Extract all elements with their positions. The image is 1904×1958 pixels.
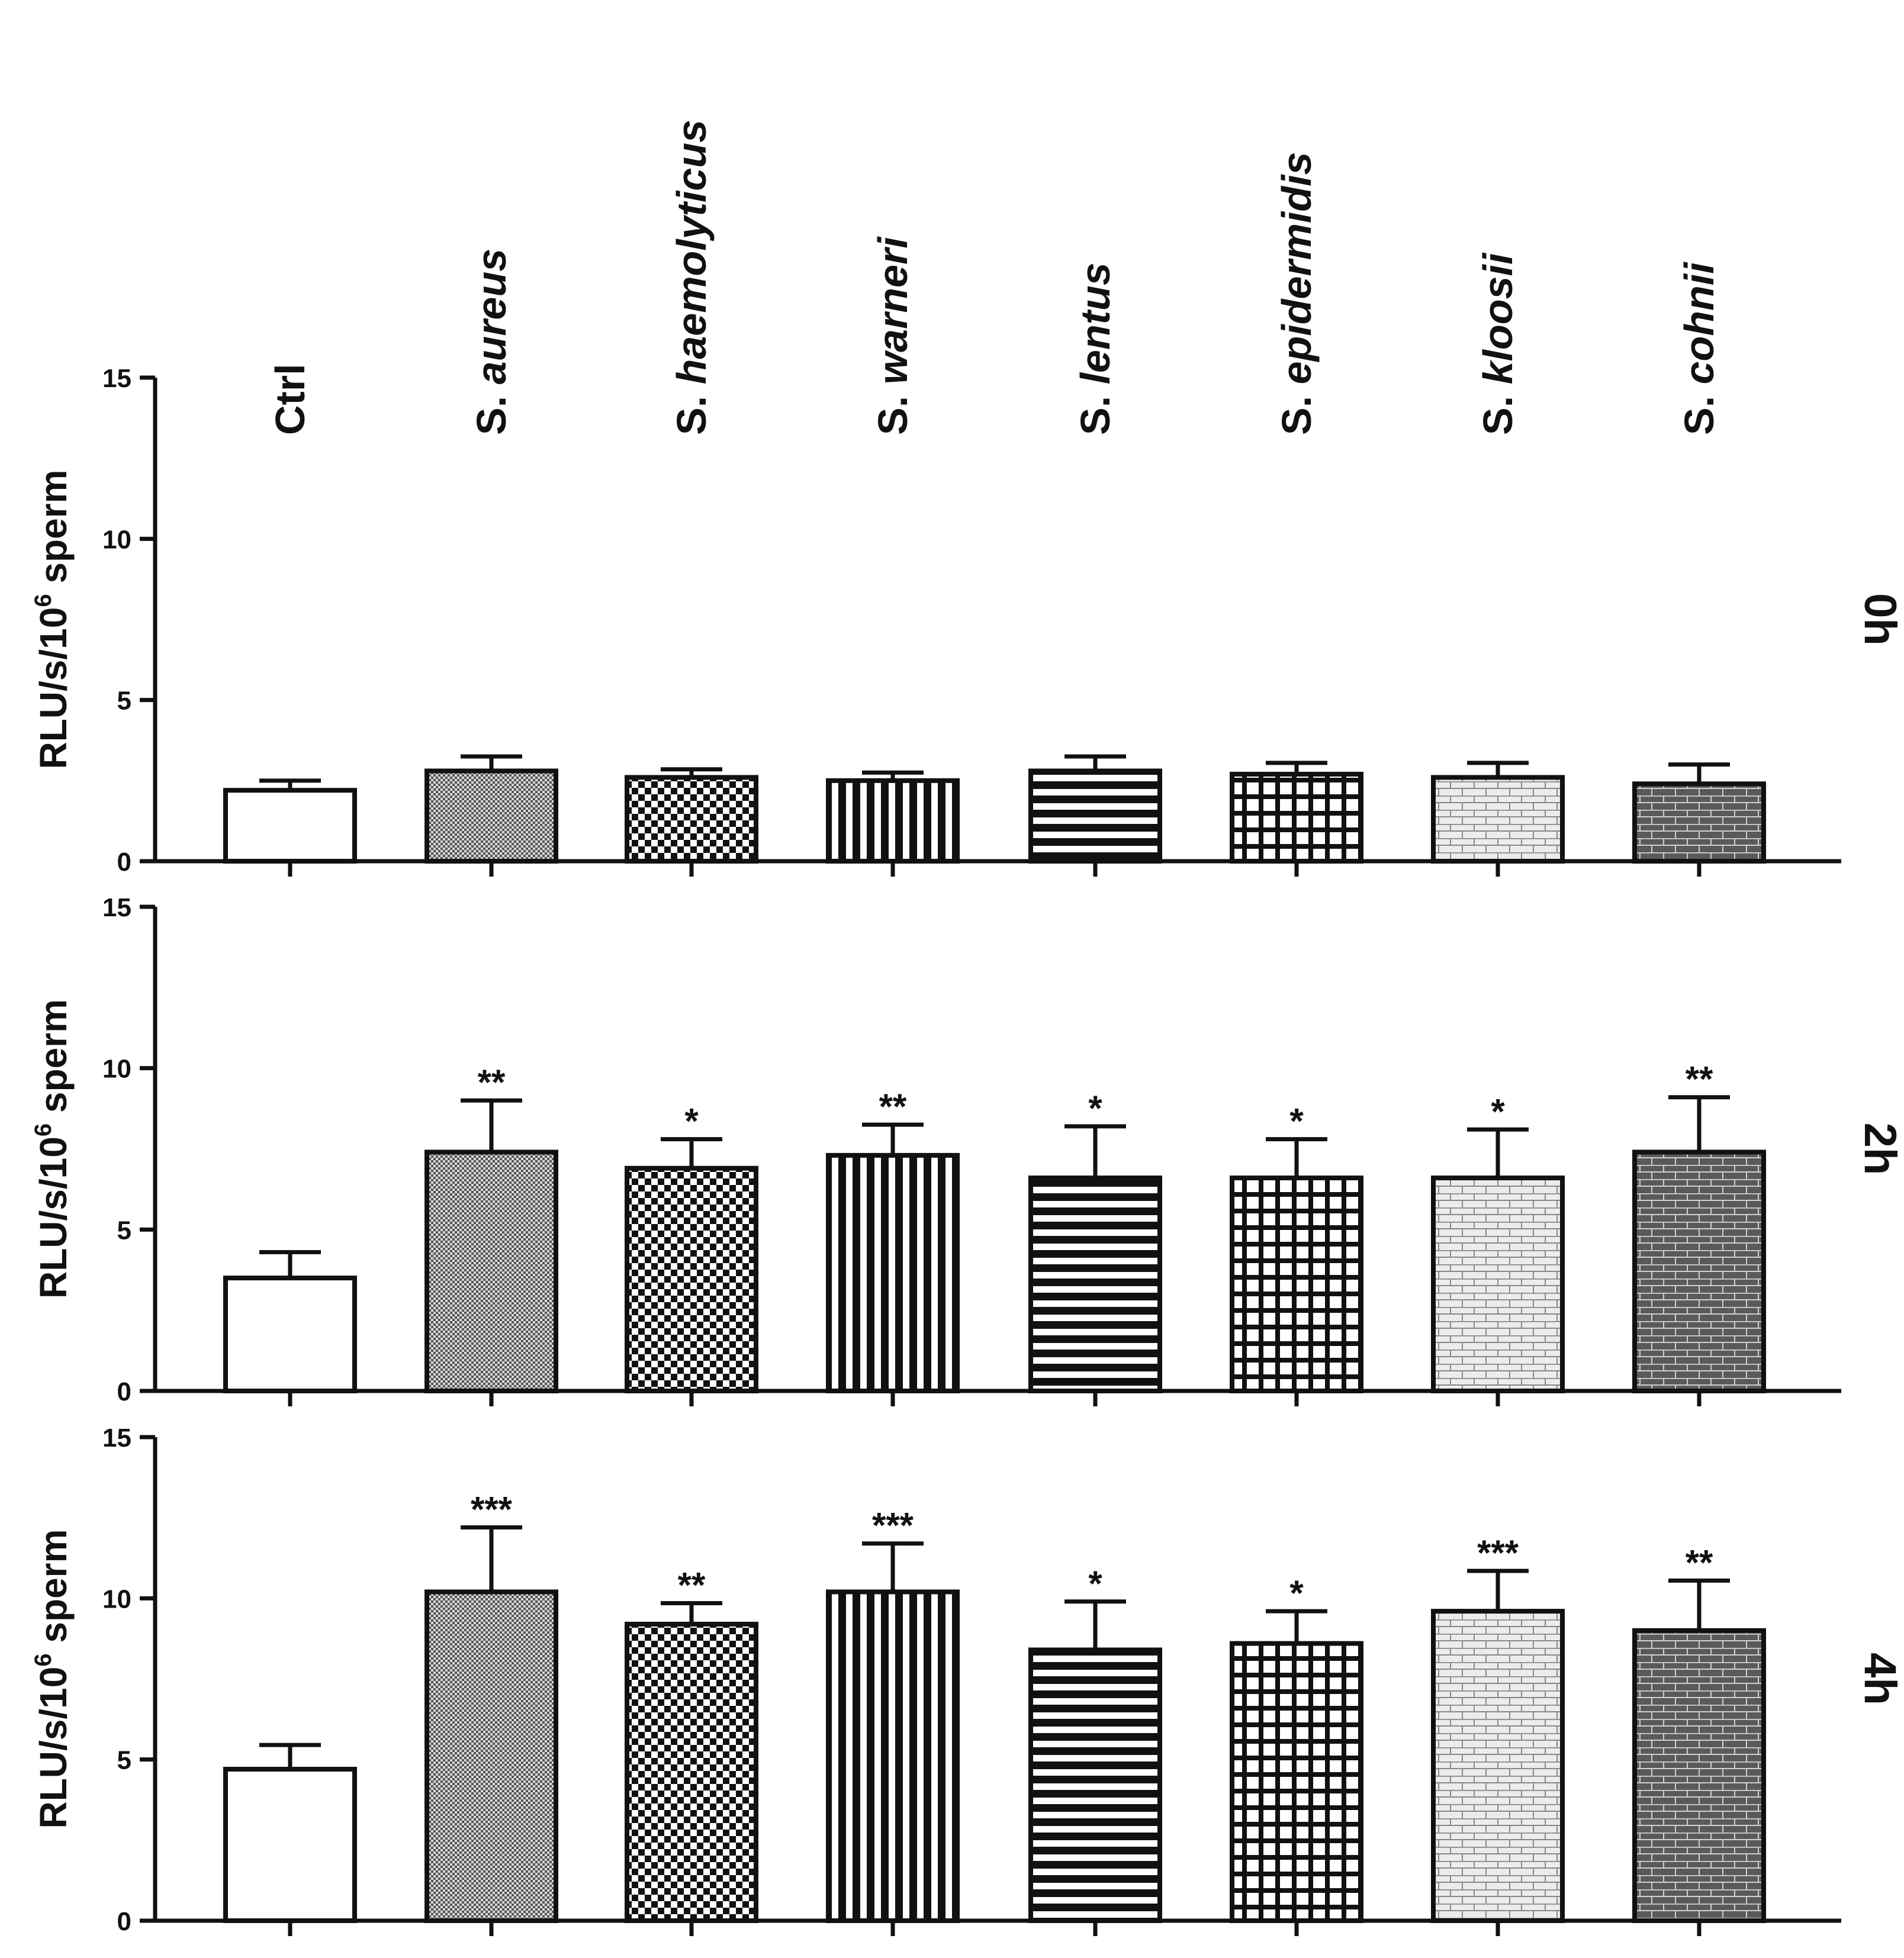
y-tick-label: 0 — [117, 848, 131, 877]
significance-label: * — [1088, 1089, 1102, 1128]
y-tick-label: 10 — [102, 1585, 131, 1614]
bar — [424, 1589, 558, 1923]
category-label: S. warneri — [870, 236, 916, 435]
category-label: S. haemolyticus — [668, 120, 715, 435]
y-tick-label: 15 — [102, 1424, 131, 1453]
significance-label: ** — [478, 1062, 506, 1102]
category-labels: Ctrl S. aureus S. haemolyticus S. warneri S.… — [267, 120, 1722, 435]
y-tick-label: 5 — [117, 1746, 131, 1775]
bar — [1431, 1609, 1565, 1924]
y-tick-label: 10 — [102, 525, 131, 554]
significance-label: *** — [471, 1490, 513, 1529]
bar — [1230, 1641, 1363, 1923]
bar — [223, 1276, 357, 1393]
bar — [1431, 775, 1565, 864]
y-tick-label: 5 — [117, 1216, 131, 1245]
significance-label: ** — [1686, 1059, 1713, 1099]
y-axis-label: RLU/s/106 sperm — [30, 999, 75, 1299]
significance-label: * — [1088, 1564, 1102, 1603]
panel-0h: 0 5 10 15 RLU/s/106 sperm 0h — [30, 364, 1904, 877]
category-label: S. cohnii — [1676, 262, 1722, 435]
y-tick-label: 0 — [117, 1377, 131, 1406]
bar — [223, 1767, 357, 1923]
bar — [826, 778, 960, 864]
bar — [1230, 771, 1363, 864]
bar — [223, 788, 357, 864]
significance-label: * — [1289, 1102, 1304, 1141]
bar — [1632, 781, 1766, 864]
significance-label: *** — [872, 1506, 914, 1545]
panel-label: 2h — [1855, 1123, 1904, 1176]
chart-panels: 0 5 10 15 RLU/s/106 sperm 0h 0 5 10 15 RLU/s/106 s… — [30, 364, 1904, 1936]
bar — [625, 1621, 758, 1924]
bar — [424, 1149, 558, 1394]
significance-label: ** — [879, 1087, 907, 1126]
y-tick-label: 0 — [117, 1907, 131, 1936]
y-tick-label: 10 — [102, 1055, 131, 1084]
bar — [1632, 1149, 1766, 1394]
bar — [826, 1589, 960, 1923]
panel-label: 0h — [1855, 593, 1904, 646]
significance-label: * — [1491, 1091, 1505, 1131]
bar — [1632, 1628, 1766, 1924]
bar — [1028, 768, 1162, 864]
y-tick-label: 15 — [102, 364, 131, 393]
significance-label: ** — [678, 1566, 706, 1605]
y-axis-label: RLU/s/106 sperm — [30, 1529, 75, 1829]
category-label: S. aureus — [468, 249, 514, 435]
significance-label: ** — [1686, 1542, 1713, 1582]
significance-label: *** — [1477, 1533, 1519, 1573]
y-tick-label: 15 — [102, 893, 131, 922]
bar — [424, 768, 558, 864]
bar — [826, 1152, 960, 1393]
bar — [625, 1165, 758, 1393]
category-label: S. epidermidis — [1273, 152, 1320, 436]
bar — [1431, 1176, 1565, 1393]
y-axis-label: RLU/s/106 sperm — [30, 470, 75, 769]
y-tick-label: 5 — [117, 687, 131, 716]
significance-label: * — [1289, 1573, 1304, 1613]
significance-label: * — [684, 1102, 699, 1141]
category-label: S. kloosii — [1475, 252, 1521, 435]
bar — [1028, 1647, 1162, 1923]
category-label: Ctrl — [267, 363, 313, 435]
bar — [625, 775, 758, 864]
bar — [1028, 1176, 1162, 1393]
category-label: S. lentus — [1072, 262, 1118, 435]
panel-label: 4h — [1855, 1653, 1904, 1705]
bar — [1230, 1176, 1363, 1393]
